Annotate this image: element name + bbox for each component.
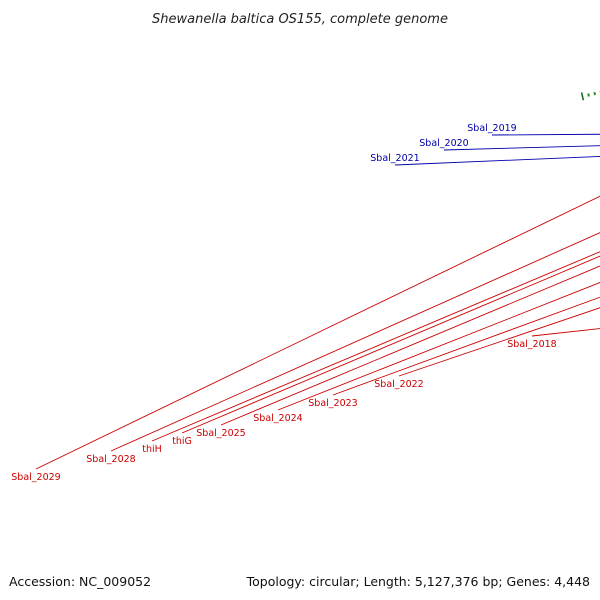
gene-label-leader bbox=[35, 195, 600, 470]
gene-label-leader bbox=[398, 307, 600, 377]
gene-label-leader bbox=[332, 296, 600, 396]
gene-label: Sbal_2029 bbox=[11, 472, 60, 483]
gene-label: Sbal_2023 bbox=[308, 398, 357, 409]
accession-text: Accession: NC_009052 bbox=[9, 574, 151, 589]
gene-label-leader bbox=[151, 251, 600, 442]
outer-ring-minor-tick bbox=[593, 91, 597, 96]
gene-label: Sbal_2028 bbox=[86, 454, 135, 465]
outer-ring-minor-tick bbox=[587, 93, 590, 97]
gene-label: thiG bbox=[172, 436, 192, 447]
gene-label: Sbal_2022 bbox=[374, 379, 423, 390]
gene-label: Sbal_2025 bbox=[196, 428, 245, 439]
gene-label: Sbal_2019 bbox=[467, 123, 516, 134]
outer-tick-ring bbox=[580, 90, 600, 101]
outer-ring-major-tick bbox=[580, 92, 585, 101]
gene-label-leader bbox=[394, 155, 600, 166]
gene-label-leader bbox=[181, 255, 600, 434]
gene-label: thiH bbox=[142, 444, 162, 455]
gene-label: Sbal_2021 bbox=[370, 153, 419, 164]
gene-label: Sbal_2024 bbox=[253, 413, 302, 424]
topology-summary-text: Topology: circular; Length: 5,127,376 bp… bbox=[246, 574, 590, 589]
gene-label-leader bbox=[110, 232, 600, 452]
gene-label-leader bbox=[220, 265, 600, 426]
gene-label-leader bbox=[277, 282, 600, 411]
gene-label: Sbal_2020 bbox=[419, 138, 468, 149]
map-title: Shewanella baltica OS155, complete genom… bbox=[152, 12, 448, 27]
gene-label: Sbal_2018 bbox=[507, 339, 556, 350]
